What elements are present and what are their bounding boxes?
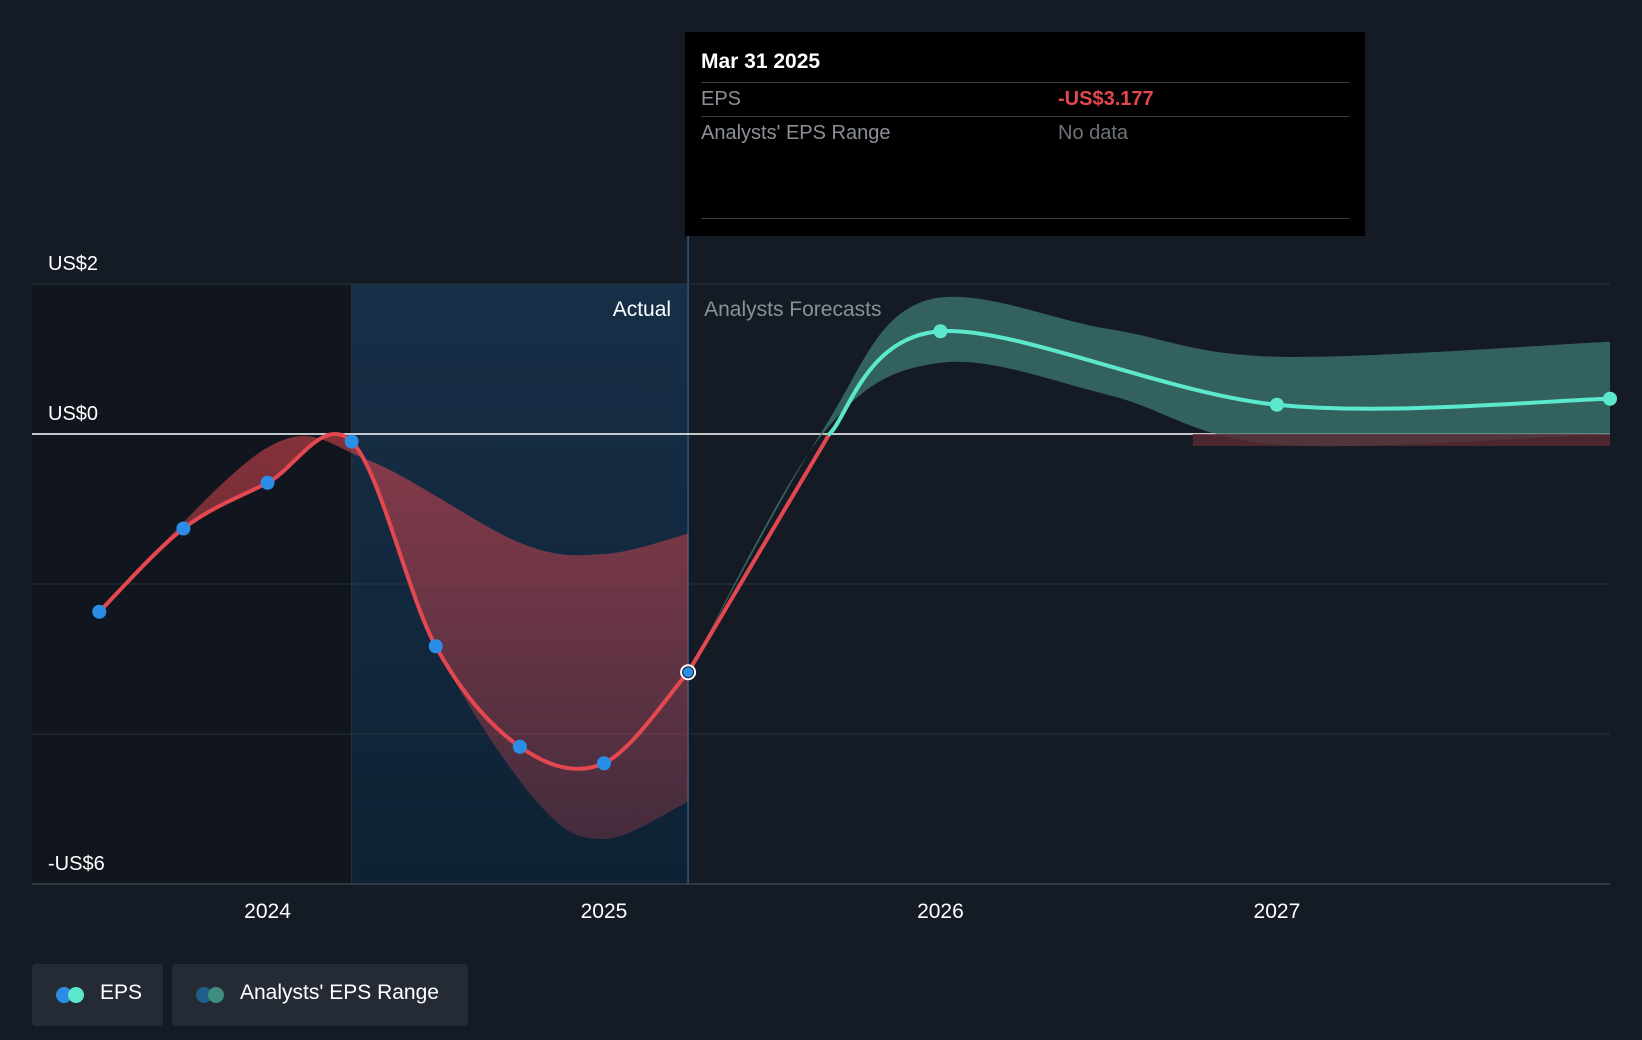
eps-actual-point	[428, 639, 443, 654]
eps-forecast-point	[933, 324, 948, 339]
legend-range-label: Analysts' EPS Range	[240, 981, 439, 1004]
actual-eps-range-band	[99, 433, 689, 839]
y-tick-label: US$0	[48, 403, 98, 425]
tooltip-range-label: Analysts' EPS Range	[701, 122, 891, 144]
tooltip-date: Mar 31 2025	[701, 50, 821, 73]
x-tick-label: 2027	[1254, 900, 1301, 923]
eps-actual-line	[97, 432, 691, 771]
eps-actual-point	[512, 739, 527, 754]
eps-actual-point	[344, 434, 359, 449]
tooltip-eps-value: -US$3.177	[1058, 88, 1154, 110]
tooltip-row-eps: EPS -US$3.177	[701, 82, 1349, 117]
y-tick-label: -US$6	[48, 853, 105, 875]
x-tick-label: 2026	[917, 900, 964, 923]
eps-forecast-point	[1603, 391, 1617, 406]
tooltip-row-range: Analysts' EPS Range No data	[701, 116, 1349, 151]
eps-forecast-negative-line	[686, 432, 832, 675]
tooltip-bottom-divider	[701, 218, 1349, 219]
eps-highlighted-point-core	[683, 667, 694, 678]
forecast-region-label: Analysts Forecasts	[704, 298, 881, 321]
eps-actual-point	[92, 604, 107, 619]
x-tick-label: 2024	[244, 900, 291, 923]
range-legend-icon	[196, 987, 226, 1003]
eps-dot-forecast	[68, 987, 84, 1003]
actual-region-label: Actual	[613, 298, 671, 321]
eps-forecast-line	[827, 329, 1612, 436]
legend-eps-label: EPS	[100, 981, 143, 1004]
eps-actual-point	[596, 756, 611, 771]
x-tick-label: 2025	[581, 900, 628, 923]
tooltip-panel: Mar 31 2025 EPS -US$3.177 Analysts' EPS …	[685, 32, 1365, 236]
legend-item-eps[interactable]: EPS	[32, 964, 163, 1026]
eps-legend-icon	[56, 987, 86, 1003]
eps-actual-point	[176, 521, 191, 536]
y-tick-label: US$2	[48, 253, 98, 275]
forecast-negative-band	[1192, 434, 1610, 446]
tooltip-range-value: No data	[1058, 122, 1129, 144]
tooltip-eps-label: EPS	[701, 88, 742, 110]
range-dot-forecast	[208, 987, 224, 1003]
eps-forecast-point	[1269, 397, 1284, 412]
forecast-eps-range-band	[688, 296, 1610, 673]
eps-actual-point	[260, 475, 275, 490]
legend-item-range[interactable]: Analysts' EPS Range	[172, 964, 468, 1026]
